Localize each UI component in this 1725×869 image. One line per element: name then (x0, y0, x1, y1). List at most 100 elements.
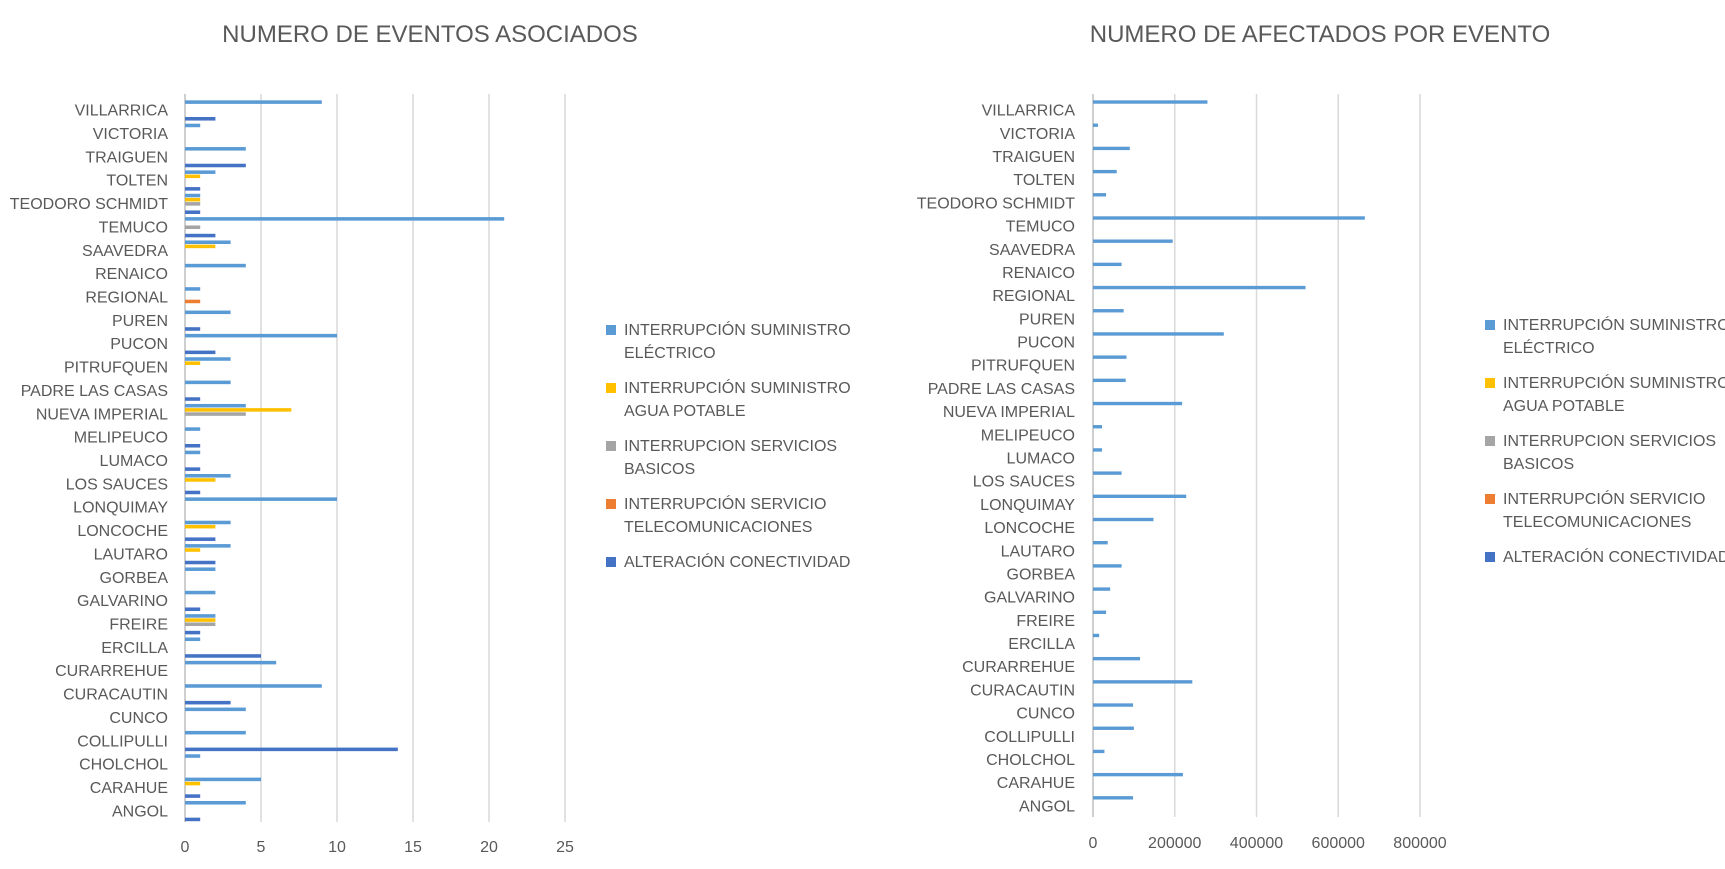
bar (1093, 448, 1102, 452)
bar (185, 490, 201, 495)
category-label: LONQUIMAY (980, 497, 1075, 514)
bar (185, 299, 201, 304)
bar (185, 707, 246, 712)
category-label: PADRE LAS CASAS (21, 383, 168, 400)
bar (1093, 193, 1107, 197)
bar (1093, 285, 1306, 290)
category-label: FREIRE (1016, 613, 1075, 630)
x-tick-label: 0 (1089, 835, 1098, 852)
x-tick-label: 0 (181, 839, 190, 856)
bar (185, 618, 216, 622)
category-label: CHOLCHOL (986, 752, 1075, 769)
category-label: NUEVA IMPERIAL (36, 406, 168, 423)
category-label: PITRUFQUEN (64, 360, 168, 377)
legend-label: INTERRUPCION SERVICIOS (624, 438, 837, 455)
bar (185, 408, 292, 412)
bar (1093, 517, 1154, 522)
bar (185, 427, 201, 431)
legend-label-line2: ELÉCTRICO (1503, 338, 1595, 357)
category-label: VILLARRICA (75, 103, 169, 120)
bar (185, 187, 201, 191)
bar (185, 117, 216, 121)
legend-label: INTERRUPCIÓN SUMINISTRO (1503, 315, 1725, 334)
bar (185, 520, 231, 525)
bar (185, 660, 277, 665)
bar (185, 747, 398, 752)
bar (185, 700, 231, 705)
category-label: LONCOCHE (984, 520, 1075, 537)
bar (1093, 540, 1108, 545)
category-label: RENAICO (1002, 265, 1075, 282)
bar (1093, 680, 1193, 684)
bar (1093, 703, 1134, 707)
category-label: LOS SAUCES (973, 474, 1075, 491)
bar (185, 263, 246, 268)
category-label: ERCILLA (101, 640, 168, 657)
legend-label: INTERRUPCIÓN SERVICIO (624, 494, 826, 513)
category-label: GORBEA (1007, 566, 1076, 583)
category-label: GALVARINO (984, 590, 1075, 607)
bar (185, 193, 201, 198)
category-label: RENAICO (95, 266, 168, 283)
legend-label-line2: TELECOMUNICACIONES (624, 519, 812, 536)
category-label: REGIONAL (992, 288, 1075, 305)
category-label: PITRUFQUEN (971, 358, 1075, 375)
legend-label-line2: BASICOS (1503, 456, 1574, 473)
bar (185, 537, 216, 541)
bar (185, 754, 201, 758)
category-label: SAAVEDRA (989, 242, 1075, 259)
bar (185, 233, 216, 238)
bar (185, 412, 246, 416)
bar (185, 333, 337, 338)
bar (1093, 262, 1122, 267)
legend-swatch (1485, 494, 1495, 504)
bar (1093, 123, 1098, 127)
category-label: GALVARINO (77, 593, 168, 610)
chart-eventos-asociados: NUMERO DE EVENTOS ASOCIADOS VILLARRICA VI… (10, 21, 851, 856)
bar (1093, 239, 1173, 243)
legend-swatch (606, 383, 616, 393)
bar (185, 403, 246, 408)
bar (185, 357, 231, 361)
category-label: LUMACO (1007, 451, 1075, 468)
category-label: PUREN (1019, 311, 1075, 328)
bar (185, 202, 201, 206)
legend-label-line2: BASICOS (624, 461, 695, 478)
bar (185, 590, 216, 595)
category-label: TRAIGUEN (992, 149, 1075, 166)
x-tick-label: 5 (257, 839, 266, 856)
category-label: LAUTARO (1001, 543, 1075, 560)
bar (185, 777, 261, 782)
bar (185, 654, 261, 658)
legend-label: ALTERACIÓN CONECTIVIDAD (1503, 547, 1725, 566)
category-label: LAUTARO (94, 546, 168, 563)
category-label: ANGOL (1019, 798, 1075, 815)
bar (185, 361, 201, 365)
bar (185, 560, 216, 565)
bar (1093, 610, 1107, 614)
bar (1093, 633, 1100, 638)
bar (185, 474, 231, 478)
category-label: TEODORO SCHMIDT (10, 196, 168, 213)
bar (1093, 425, 1102, 429)
bar (185, 800, 246, 805)
legend-label: INTERRUPCIÓN SUMINISTRO (624, 378, 851, 397)
legend-label-line2: AGUA POTABLE (624, 403, 746, 420)
bar (1093, 378, 1126, 383)
bar (185, 630, 201, 635)
category-label: VICTORIA (1000, 126, 1076, 143)
bar (185, 287, 201, 291)
x-tick-label: 20 (480, 839, 498, 856)
bar (1093, 772, 1183, 777)
legend-swatch (1485, 378, 1495, 388)
bar (185, 397, 201, 401)
category-label: CURARREHUE (55, 663, 168, 680)
bar (185, 123, 201, 128)
category-label: CUNCO (1016, 706, 1075, 723)
x-tick-label: 400000 (1230, 835, 1283, 852)
bar (185, 478, 216, 482)
bar (185, 350, 216, 355)
bar (185, 524, 216, 529)
bar (1093, 471, 1122, 475)
